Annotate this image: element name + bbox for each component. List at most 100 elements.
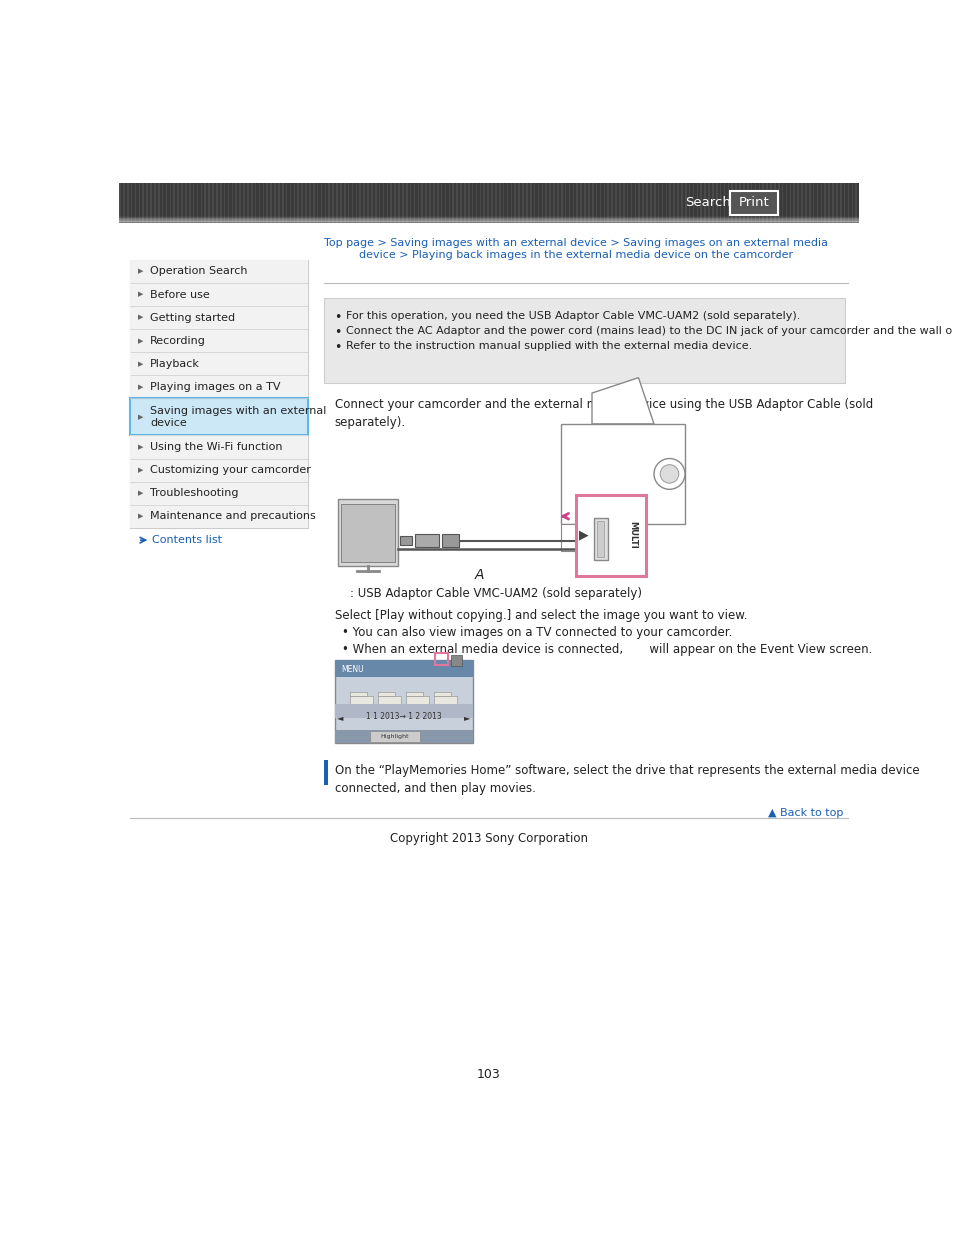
Text: •: • xyxy=(334,341,341,354)
Text: For this operation, you need the USB Adaptor Cable VMC-UAM2 (sold separately).: For this operation, you need the USB Ada… xyxy=(345,311,799,321)
Bar xyxy=(560,524,615,551)
Bar xyxy=(742,183,744,222)
Bar xyxy=(835,183,837,222)
Text: ▶: ▶ xyxy=(137,414,143,420)
Bar xyxy=(363,183,365,222)
Bar xyxy=(189,183,191,222)
Bar xyxy=(808,183,810,222)
Bar xyxy=(851,183,852,222)
Bar xyxy=(127,183,129,222)
Bar xyxy=(173,183,174,222)
Bar xyxy=(348,183,349,222)
Bar xyxy=(599,183,600,222)
Text: Refer to the instruction manual supplied with the external media device.: Refer to the instruction manual supplied… xyxy=(345,341,751,352)
Text: ▲ Back to top: ▲ Back to top xyxy=(767,808,842,818)
Bar xyxy=(750,183,752,222)
Bar xyxy=(239,183,241,222)
Bar xyxy=(378,183,380,222)
Bar xyxy=(181,183,183,222)
Bar xyxy=(789,183,790,222)
Bar xyxy=(350,692,367,695)
Bar xyxy=(442,534,459,547)
Bar xyxy=(434,692,451,695)
Text: A: A xyxy=(475,568,484,582)
Bar xyxy=(208,183,210,222)
Bar xyxy=(130,436,308,458)
Bar xyxy=(335,730,472,743)
Bar xyxy=(729,190,778,215)
Bar xyxy=(355,183,356,222)
Bar xyxy=(816,183,818,222)
Text: ▶: ▶ xyxy=(137,315,143,321)
Bar xyxy=(654,183,655,222)
Bar xyxy=(212,183,213,222)
Bar xyxy=(130,458,308,482)
Bar xyxy=(735,183,736,222)
Bar xyxy=(596,521,604,557)
Bar xyxy=(193,183,194,222)
Bar xyxy=(502,183,504,222)
Bar xyxy=(119,216,858,219)
Bar xyxy=(641,183,643,222)
Bar xyxy=(847,183,848,222)
Bar xyxy=(162,183,163,222)
Bar xyxy=(797,183,798,222)
Bar xyxy=(576,495,645,576)
Bar xyxy=(785,183,786,222)
Bar xyxy=(130,482,308,505)
Text: MENU: MENU xyxy=(340,664,363,674)
Text: Saving images with an external
device: Saving images with an external device xyxy=(150,405,326,429)
Bar xyxy=(731,183,732,222)
Text: Print: Print xyxy=(738,196,768,210)
Text: On the “PlayMemories Home” software, select the drive that represents the extern: On the “PlayMemories Home” software, sel… xyxy=(335,764,919,795)
Bar xyxy=(316,183,318,222)
Bar xyxy=(130,283,308,306)
Bar xyxy=(669,183,670,222)
Text: Top page > Saving images with an external device > Saving images on an external : Top page > Saving images with an externa… xyxy=(324,237,827,247)
Text: ▶: ▶ xyxy=(137,490,143,496)
Bar xyxy=(278,183,279,222)
Bar xyxy=(549,183,550,222)
Bar xyxy=(448,183,450,222)
Bar xyxy=(553,183,555,222)
Bar xyxy=(119,220,858,221)
Bar xyxy=(382,183,384,222)
Bar xyxy=(266,183,268,222)
Bar xyxy=(262,183,264,222)
Text: ◄: ◄ xyxy=(336,713,343,721)
Bar xyxy=(119,216,858,217)
Text: device > Playing back images in the external media device on the camcorder: device > Playing back images in the exte… xyxy=(359,249,793,259)
Bar xyxy=(823,183,825,222)
Bar xyxy=(778,183,779,222)
Circle shape xyxy=(659,464,679,483)
Bar xyxy=(630,183,632,222)
Bar xyxy=(572,183,574,222)
Bar xyxy=(769,183,771,222)
Bar xyxy=(495,183,497,222)
Bar xyxy=(688,183,690,222)
Bar xyxy=(603,183,604,222)
Bar xyxy=(414,183,415,222)
Bar xyxy=(812,183,814,222)
Bar xyxy=(340,504,395,562)
Bar xyxy=(545,183,546,222)
Bar xyxy=(472,183,473,222)
Text: ►: ► xyxy=(463,713,470,721)
Bar xyxy=(530,183,531,222)
Bar xyxy=(185,183,187,222)
Bar xyxy=(375,183,376,222)
Bar xyxy=(727,183,728,222)
Bar xyxy=(309,183,311,222)
Bar xyxy=(235,183,236,222)
Bar xyxy=(615,183,617,222)
Text: Contents list: Contents list xyxy=(152,535,221,545)
Bar xyxy=(320,183,322,222)
Bar xyxy=(677,183,679,222)
Bar xyxy=(335,183,337,222)
Bar xyxy=(765,183,767,222)
Polygon shape xyxy=(592,378,654,424)
Bar xyxy=(369,731,419,742)
Bar xyxy=(119,219,858,221)
Bar xyxy=(130,259,308,527)
Bar xyxy=(323,299,843,383)
